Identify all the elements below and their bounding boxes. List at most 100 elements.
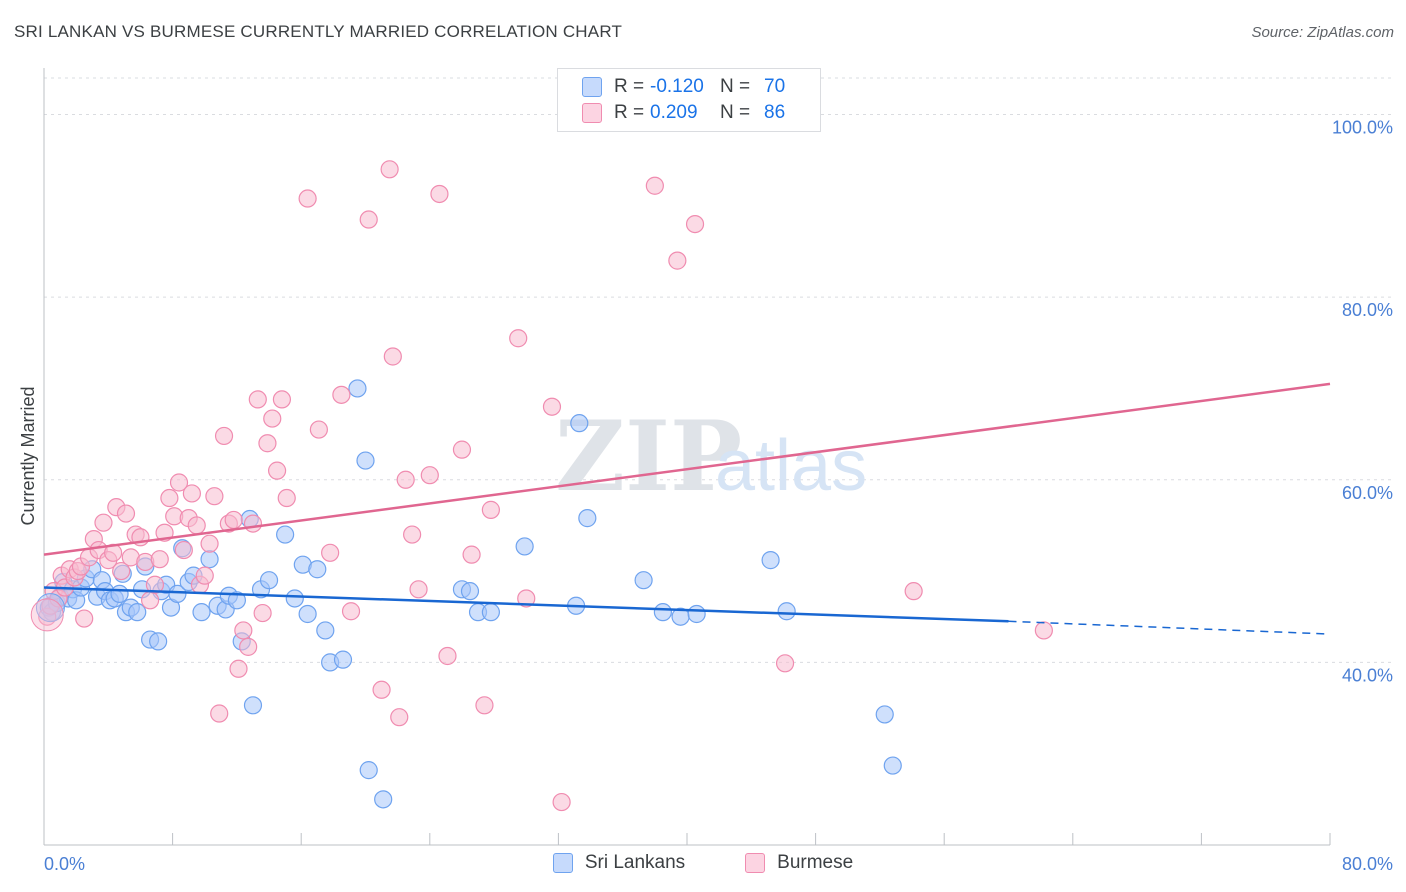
sri-lankan-point (110, 584, 129, 603)
series-swatch-burmese (745, 853, 766, 873)
sri-lankan-point (149, 632, 168, 651)
axes (43, 68, 1331, 846)
burmese-point (243, 514, 263, 533)
axis-labels: 40.0% 60.0% 80.0% 100.0% 0.0% 80.0% Currently … (18, 118, 1393, 874)
burmese-point (390, 708, 409, 727)
x-tick-label: 0.0% (44, 854, 85, 874)
burmese-point (775, 654, 795, 673)
series-legend: Sri Lankans Burmese (0, 852, 1406, 874)
burmese-point (182, 484, 201, 503)
burmese-point (94, 513, 113, 532)
sri-lankan-trend-extension (1008, 620, 1331, 635)
trend-lines (43, 382, 1331, 635)
burmese-point (542, 397, 562, 416)
y-tick-label: 40.0% (1342, 665, 1393, 685)
burmese-point (685, 214, 705, 234)
sri-lankan-point (777, 602, 796, 621)
burmese-point (383, 347, 402, 366)
burmese-point (420, 466, 439, 485)
y-tick-label: 60.0% (1342, 483, 1393, 503)
legend-row-burmese: R = 0.209 N = 86 (582, 101, 785, 125)
sri-lankan-trend-line (43, 586, 1009, 623)
burmese-point (645, 176, 664, 195)
burmese-point (462, 545, 481, 564)
legend-r-label: R = (614, 102, 645, 123)
burmese-point (517, 589, 536, 608)
burmese-point (272, 390, 292, 409)
burmese-point (341, 602, 361, 621)
sri-lankan-point (578, 509, 597, 528)
x-tick-label: 80.0% (1342, 854, 1393, 874)
series-swatch-sri-lankans (552, 853, 573, 873)
burmese-point (380, 160, 399, 179)
sri-lankan-point (316, 621, 335, 640)
burmese-point (224, 510, 243, 530)
burmese-point (552, 792, 571, 812)
burmese-point (229, 659, 248, 678)
burmese-point (210, 704, 229, 723)
chart-title: SRI LANKAN VS BURMESE CURRENTLY MARRIED … (14, 22, 623, 41)
burmese-point (234, 621, 253, 640)
burmese-point (205, 487, 224, 506)
watermark-atlas: atlas (715, 426, 867, 506)
burmese-point (430, 184, 449, 204)
sri-lankan-point (515, 537, 534, 556)
burmese-point (298, 189, 317, 208)
sri-lankan-point (308, 560, 327, 579)
burmese-point (248, 390, 267, 409)
burmese-point (668, 251, 687, 270)
burmese-point (904, 582, 923, 601)
legend-n-value: 86 (764, 102, 786, 123)
legend-r-value: 0.209 (650, 102, 698, 123)
sri-lankan-point (227, 591, 246, 610)
sri-lankan-point (259, 571, 279, 590)
legend-swatch-sri-lankans (582, 77, 602, 97)
burmese-point (332, 385, 351, 404)
sri-lankan-point (192, 603, 211, 622)
series-legend-sri-lankans: Sri Lankans (552, 852, 686, 874)
burmese-point (258, 434, 277, 453)
burmese-point (116, 504, 136, 523)
burmese-point (263, 409, 282, 428)
sri-lankan-point (200, 550, 219, 569)
sri-lankan-point (570, 414, 589, 433)
burmese-point (481, 500, 500, 519)
chart-source: Source: ZipAtlas.com (1251, 24, 1394, 41)
burmese-point (277, 488, 296, 508)
burmese-point (174, 540, 193, 560)
burmese-cluster-point (30, 598, 64, 632)
burmese-point (438, 646, 457, 666)
burmese-point (267, 461, 287, 480)
y-axis-label: Currently Married (18, 386, 38, 525)
burmese-point (321, 543, 340, 562)
burmese-point (239, 637, 258, 656)
burmese-point (214, 426, 234, 446)
legend-r-label: R = (614, 76, 645, 97)
y-tick-label: 100.0% (1332, 118, 1393, 138)
burmese-point (309, 420, 328, 439)
sri-lankan-point (333, 650, 353, 669)
series-label: Sri Lankans (584, 852, 686, 873)
burmese-point (160, 488, 179, 508)
sri-lankan-point (298, 604, 317, 624)
sri-lankan-point (653, 603, 672, 622)
burmese-point (75, 609, 94, 628)
burmese-point (145, 575, 165, 594)
sri-lankan-point (276, 525, 295, 544)
grid (44, 77, 1392, 663)
burmese-point (195, 566, 214, 585)
sri-lankan-point (243, 696, 263, 715)
burmese-point (509, 329, 528, 348)
data-points (30, 160, 1053, 812)
legend-row-sri-lankans: R = -0.120 N = 70 (582, 75, 785, 99)
burmese-point (372, 680, 391, 699)
sri-lankan-point (687, 604, 706, 624)
burmese-point (396, 470, 415, 489)
burmese-trend-line (43, 382, 1331, 556)
burmese-point (169, 473, 189, 492)
sri-lankan-point (128, 603, 147, 622)
sri-lankan-point (348, 379, 367, 398)
sri-lankan-point (875, 705, 894, 724)
